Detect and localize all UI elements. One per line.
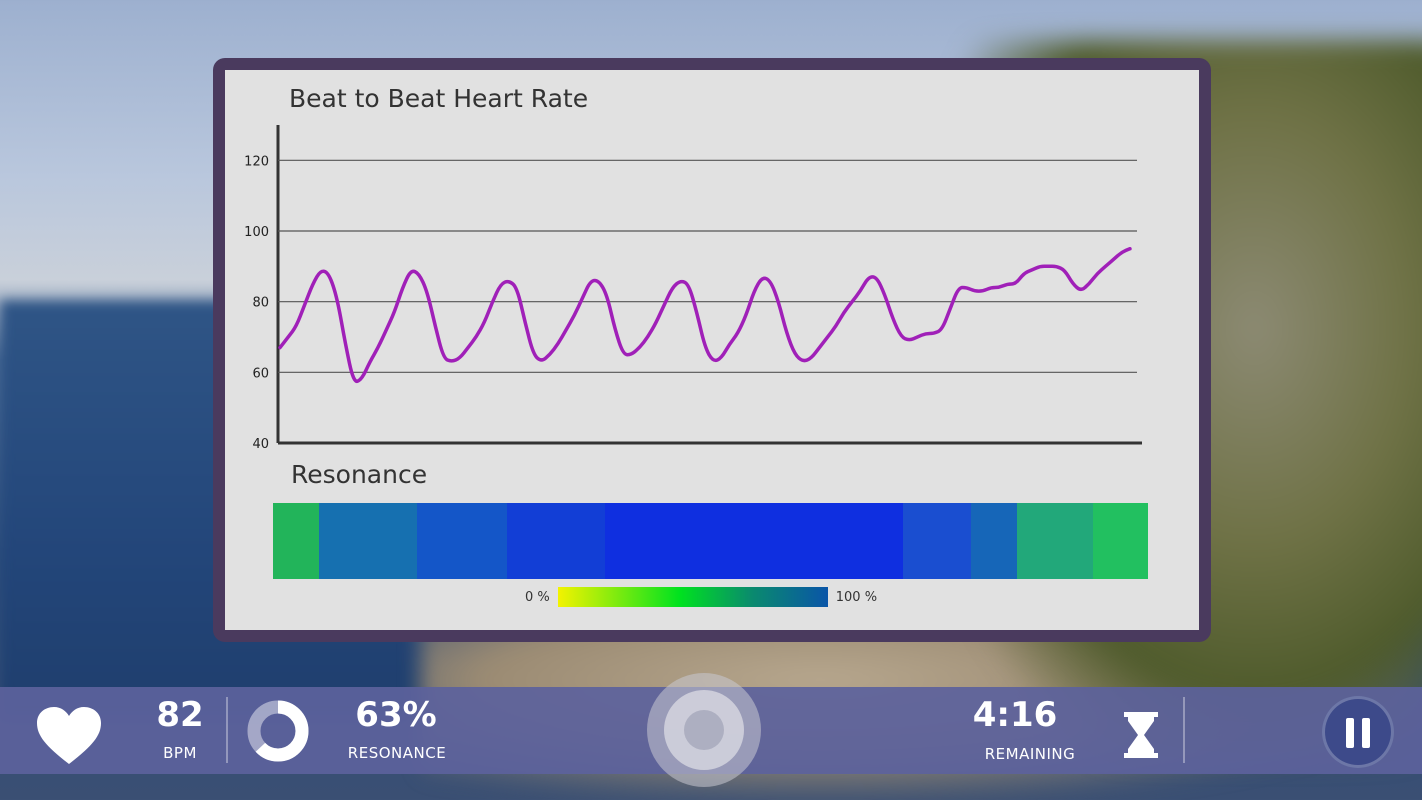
heart-rate-chart: 40 60 80 100 120 [244,125,1142,452]
resonance-segment [273,503,319,579]
resonance-segment [903,503,971,579]
resonance-bar [273,503,1148,579]
y-tick-label: 120 [244,154,269,169]
divider [1183,697,1185,763]
chart-title: Beat to Beat Heart Rate [289,84,589,113]
y-tick-label: 80 [252,296,269,311]
resonance-label: RESONANCE [347,744,447,762]
pause-button[interactable] [1322,696,1394,768]
y-tick-label: 60 [252,366,269,381]
resonance-segment [971,503,1017,579]
resonance-segment [507,503,605,579]
resonance-segment [1017,503,1093,579]
time-remaining-label: REMAINING [984,745,1076,763]
legend-gradient [557,587,828,607]
heart-rate-line [278,246,1132,384]
resonance-legend: 0 % 100 % [525,587,877,607]
divider [226,697,228,763]
breath-pacer-core [684,710,724,750]
hourglass-icon [1124,712,1158,758]
results-card-content: Beat to Beat Heart Rate 40 60 80 100 120 Res… [225,70,1199,630]
results-card: Beat to Beat Heart Rate 40 60 80 100 120 Res… [213,58,1211,642]
bpm-label: BPM [163,744,197,762]
resonance-title: Resonance [291,460,428,489]
bpm-value: 82 [156,695,204,735]
resonance-donut-icon [247,700,309,762]
resonance-segment [605,503,903,579]
resonance-value: 63% [355,695,437,735]
breath-pacer-button[interactable] [647,673,761,787]
resonance-segment [319,503,417,579]
legend-min-label: 0 % [525,589,550,605]
resonance-donut-fill [247,700,309,762]
resonance-segment [1093,503,1148,579]
legend-max-label: 100 % [835,589,878,605]
time-remaining-value: 4:16 [972,695,1058,735]
heart-icon [37,707,101,764]
y-tick-label: 100 [244,225,269,240]
pause-icon [1362,718,1370,748]
y-tick-label: 40 [252,437,269,452]
pause-icon [1346,718,1354,748]
resonance-segment [417,503,507,579]
